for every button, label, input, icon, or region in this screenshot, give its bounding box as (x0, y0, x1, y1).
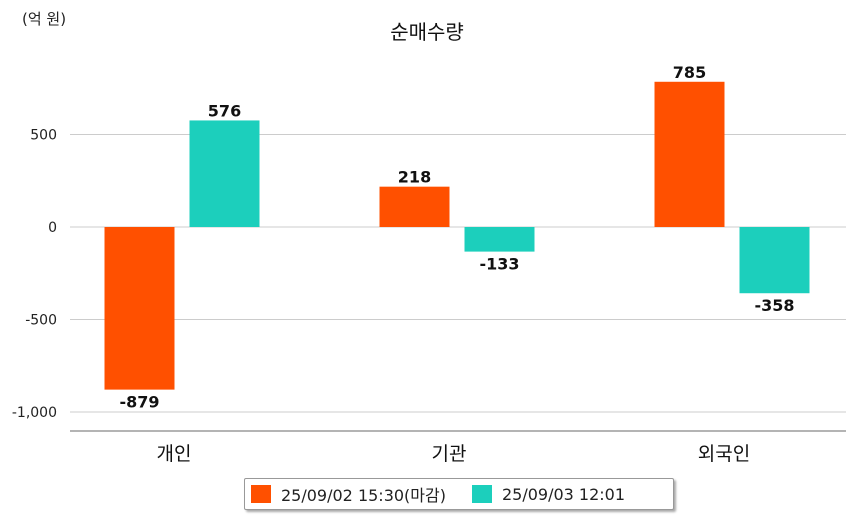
legend-label-series-2: 25/09/03 12:01 (501, 484, 626, 504)
data-label: -358 (754, 296, 794, 315)
legend-label-series-1: 25/09/02 15:30(마감) (281, 486, 446, 505)
legend-swatch-series-1 (251, 485, 271, 503)
legend: 25/09/02 15:30(마감) 25/09/03 12:01 (244, 478, 674, 510)
data-label: -879 (119, 393, 159, 412)
bar (739, 227, 810, 294)
x-tick-label: 개인 (157, 443, 192, 465)
bar (464, 227, 535, 252)
x-tick-label: 외국인 (698, 443, 750, 465)
y-tick-label: 500 (30, 128, 57, 144)
data-label: -133 (479, 255, 519, 274)
chart-title: 순매수량 (390, 20, 464, 44)
legend-item-series-1[interactable]: 25/09/02 15:30(마감) (251, 482, 446, 506)
bar (654, 81, 725, 228)
data-label: 218 (398, 168, 431, 187)
y-tick-label: 0 (48, 220, 57, 236)
unit-label: (억 원) (22, 10, 67, 28)
data-label: 785 (673, 63, 706, 82)
bar (104, 227, 175, 390)
legend-item-series-2[interactable]: 25/09/03 12:01 (471, 484, 626, 504)
bar (379, 186, 450, 227)
y-tick-label: -500 (25, 313, 57, 329)
y-tick-label: -1,000 (12, 405, 57, 421)
data-label: 576 (208, 101, 241, 120)
x-tick-label: 기관 (432, 443, 467, 465)
legend-swatch-series-2 (471, 485, 492, 503)
bar (189, 120, 260, 227)
